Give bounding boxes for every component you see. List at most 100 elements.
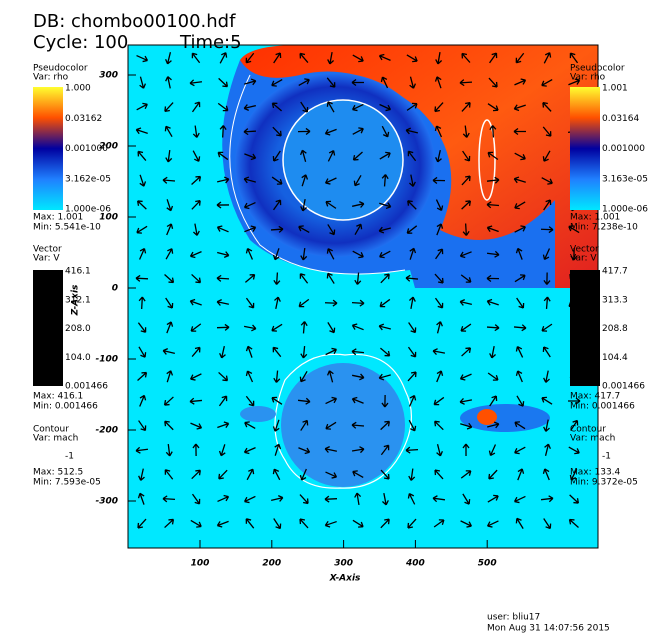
arrow <box>436 223 444 236</box>
arrow <box>300 247 308 261</box>
arrow <box>542 248 551 261</box>
arrow <box>432 495 446 503</box>
hot-spot <box>477 409 497 425</box>
arrow <box>542 468 550 481</box>
arrow <box>432 348 446 356</box>
arrow <box>378 226 391 234</box>
arrow <box>462 150 471 162</box>
arrow <box>515 52 525 64</box>
arrow <box>460 323 472 332</box>
arrow <box>433 396 445 406</box>
arrow <box>326 101 335 113</box>
arrow <box>191 273 202 284</box>
arrow <box>324 495 338 503</box>
arrow <box>137 518 147 529</box>
arrow <box>486 298 499 306</box>
arrow <box>137 322 147 333</box>
legend-label: 0.001000 <box>65 144 108 154</box>
legend-label: 1.000e-06 <box>65 205 111 215</box>
arrow <box>459 251 472 259</box>
legend-max: Max: 1.001 <box>570 213 620 223</box>
arrow <box>165 149 173 163</box>
arrow <box>299 149 307 162</box>
arrow <box>191 200 201 210</box>
arrow <box>300 419 309 431</box>
arrow <box>486 201 500 209</box>
arrow <box>486 225 499 233</box>
arrow <box>489 52 498 64</box>
arrow <box>408 468 416 481</box>
arrow <box>245 518 255 529</box>
arrow <box>191 493 201 505</box>
arrow <box>324 299 338 307</box>
legend-var: Var: rho <box>33 73 69 83</box>
arrow <box>325 200 337 209</box>
vector-bar <box>33 270 63 386</box>
arrow <box>219 52 228 64</box>
color-bar <box>33 87 63 210</box>
arrow <box>271 78 283 87</box>
contour <box>229 74 406 275</box>
arrow <box>407 371 417 382</box>
arrow <box>462 493 471 505</box>
arrow <box>244 274 256 283</box>
arrow <box>138 468 145 481</box>
arrow <box>515 517 524 529</box>
arrow <box>486 520 499 528</box>
arrow <box>407 200 417 210</box>
arrow <box>298 78 310 86</box>
arrow <box>353 174 362 187</box>
arrow <box>324 520 337 528</box>
arrow <box>541 323 553 332</box>
arrow <box>461 200 472 210</box>
arrow <box>136 102 148 111</box>
arrow <box>327 224 336 236</box>
arrow <box>569 494 580 504</box>
arrow <box>166 370 174 383</box>
arrow <box>488 77 498 88</box>
arrow <box>486 176 500 184</box>
arrow <box>325 421 337 430</box>
arrow <box>138 296 146 310</box>
legend-min: Min: 7.593e-05 <box>33 478 101 488</box>
arrow <box>299 371 308 383</box>
arrow <box>434 76 442 89</box>
arrow <box>378 323 391 331</box>
legend-label: 208.0 <box>65 324 91 334</box>
vector-bar <box>570 270 600 386</box>
arrow <box>541 78 553 87</box>
arrow <box>434 102 444 113</box>
contour <box>274 353 413 489</box>
arrow <box>487 421 500 429</box>
arrow <box>217 151 229 161</box>
arrow <box>324 128 337 136</box>
legend-title: Contour <box>570 425 606 435</box>
arrow <box>378 373 391 381</box>
arrow <box>165 52 172 65</box>
arrow <box>217 102 229 112</box>
arrow <box>486 324 500 332</box>
arrow <box>216 299 230 306</box>
arrow <box>542 346 551 358</box>
legend-title: Pseudocolor <box>570 64 625 74</box>
arrow <box>568 446 580 455</box>
arrow <box>516 297 525 309</box>
arrow <box>568 518 579 528</box>
legend-label: 104.0 <box>65 353 91 363</box>
y-tick-label: 100 <box>99 213 118 223</box>
arrow <box>436 444 443 457</box>
arrow <box>380 420 391 431</box>
arrow <box>460 274 472 283</box>
arrow <box>191 175 202 186</box>
arrow <box>274 443 282 456</box>
arrow <box>381 394 389 408</box>
arrow <box>461 101 471 112</box>
arrow <box>514 78 527 86</box>
y-axis-label: Z-Axis <box>71 284 81 316</box>
arrow <box>352 151 363 161</box>
arrow <box>325 471 338 479</box>
dense-swirl <box>240 45 598 288</box>
y-tick-label: 300 <box>99 71 118 81</box>
arrow <box>351 299 365 307</box>
arrow <box>327 51 335 65</box>
